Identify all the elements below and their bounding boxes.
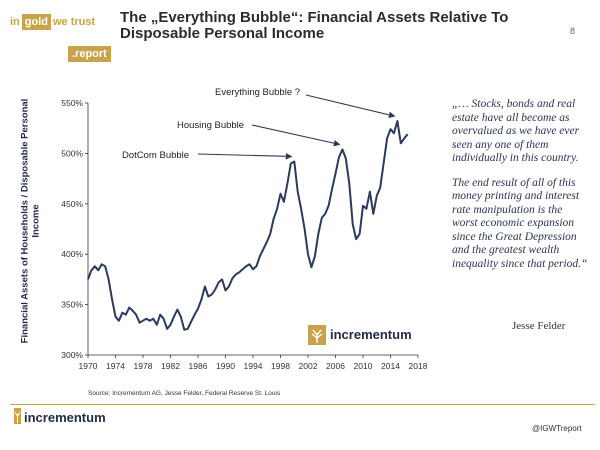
source-note: Source: Incrementum AG, Jesse Felder, Fe…	[88, 390, 281, 397]
logo-in: in	[10, 16, 20, 28]
x-tick-label: 1994	[244, 361, 263, 371]
annotation-label: Everything Bubble ?	[215, 87, 300, 98]
brand-logo: in gold we trust .report	[6, 8, 112, 64]
quote-paragraph-1: „… Stocks, bonds and real estate have al…	[452, 98, 580, 164]
x-tick-label: 1998	[271, 361, 290, 371]
y-tick-label: 350%	[61, 300, 83, 310]
x-tick-label: 2006	[326, 361, 345, 371]
x-tick-label: 2002	[299, 361, 318, 371]
x-tick-label: 2018	[409, 361, 428, 371]
incrementum-tree-icon	[308, 325, 326, 345]
logo-report: .report	[68, 46, 111, 62]
page-title: The „Everything Bubble“: Financial Asset…	[120, 10, 540, 42]
footer-brand: incrementum	[24, 410, 106, 425]
x-tick-label: 1982	[161, 361, 180, 371]
y-tick-label: 550%	[61, 98, 83, 108]
twitter-handle: @IGWTreport	[532, 424, 582, 433]
x-tick-label: 1974	[106, 361, 125, 371]
title-line2: Disposable Personal Income	[120, 25, 325, 42]
quote-author: Jesse Felder	[512, 320, 566, 332]
x-tick-label: 1978	[134, 361, 153, 371]
y-tick-label: 300%	[61, 350, 83, 360]
footer-divider	[10, 404, 595, 405]
series-line	[87, 120, 409, 331]
y-tick-label: 400%	[61, 249, 83, 259]
x-tick-label: 2014	[381, 361, 400, 371]
quote-paragraph-2: The end result of all of this money prin…	[452, 176, 588, 270]
logo-gold: gold	[21, 14, 51, 30]
annotation-arrow	[251, 124, 341, 147]
x-tick-label: 1990	[216, 361, 235, 371]
annotation-label: DotCom Bubble	[122, 150, 189, 161]
title-line1: The „Everything Bubble“: Financial Asset…	[120, 9, 509, 26]
annotation-label: Housing Bubble	[177, 120, 244, 131]
logo-line1: in gold we trust	[10, 14, 95, 30]
footer-tree-icon	[14, 408, 21, 424]
page-number: 8	[570, 26, 576, 36]
y-tick-label: 500%	[61, 148, 83, 158]
watermark-brand: incrementum	[330, 327, 412, 342]
x-tick-label: 1986	[189, 361, 208, 371]
annotation-arrow	[305, 94, 396, 119]
logo-we-trust: we trust	[53, 16, 96, 28]
x-tick-label: 1970	[79, 361, 98, 371]
quote-block: „… Stocks, bonds and real estate have al…	[452, 98, 588, 282]
annotation-arrow	[197, 153, 293, 160]
y-tick-label: 450%	[61, 199, 83, 209]
x-tick-label: 2010	[354, 361, 373, 371]
